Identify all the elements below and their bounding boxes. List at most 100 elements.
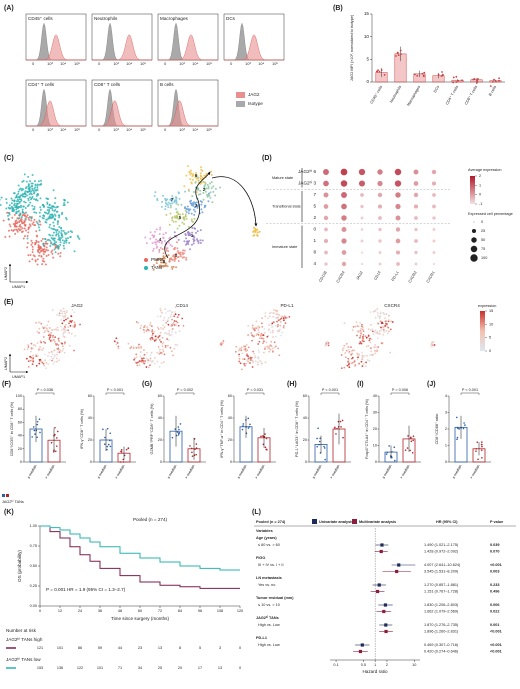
hr-marker — [375, 589, 380, 594]
feature-point — [153, 330, 156, 333]
feature-point — [378, 317, 381, 320]
y-tick-label: 0 — [366, 79, 369, 84]
umap-point — [18, 201, 21, 204]
feature-point — [376, 350, 378, 353]
x-tick-label: 10⁵ — [74, 128, 80, 132]
feature-point — [382, 312, 385, 315]
feature-point — [68, 322, 70, 325]
umap-point — [50, 251, 53, 254]
umap-point — [186, 205, 189, 208]
feature-point — [356, 358, 359, 361]
umap-point — [45, 255, 48, 258]
feature-point — [283, 319, 285, 322]
umap-point — [187, 243, 190, 246]
panel-label: (A) — [4, 5, 14, 12]
umap-point — [55, 234, 58, 237]
feature-point — [167, 317, 170, 320]
dot — [414, 73, 416, 76]
feature-point — [49, 359, 51, 361]
umap-point — [187, 233, 190, 236]
umap-point — [37, 246, 40, 249]
feature-point — [56, 353, 58, 356]
dot — [394, 168, 402, 176]
feature-point — [63, 328, 66, 331]
feature-point — [173, 320, 176, 322]
umap-point — [169, 243, 172, 246]
umap-point — [47, 238, 50, 241]
umap-point — [61, 239, 64, 242]
umap-point — [155, 243, 158, 246]
feature-point — [166, 310, 169, 313]
dot — [191, 451, 193, 454]
size-key-label: 100 — [481, 256, 487, 260]
feature-point — [164, 346, 167, 349]
umap-point — [61, 211, 64, 214]
umap-point — [178, 192, 181, 195]
group-label: > median — [329, 464, 340, 480]
feature-point — [264, 346, 267, 349]
umap-point — [188, 209, 191, 212]
feature-point — [360, 325, 363, 328]
feature-point — [170, 328, 173, 331]
feature-point — [153, 362, 156, 365]
dot — [109, 432, 112, 435]
panel-label: (E) — [4, 299, 13, 306]
feature-point — [237, 349, 240, 352]
feature-point — [168, 329, 171, 332]
umap-point — [159, 246, 162, 249]
feature-point — [35, 355, 38, 358]
umap-point — [38, 219, 41, 222]
feature-point — [249, 362, 251, 364]
feature-point — [147, 359, 150, 362]
feature-point — [140, 360, 143, 363]
feature-point — [138, 364, 141, 366]
feature-point — [274, 324, 277, 327]
dot — [414, 227, 418, 232]
feature-point — [251, 366, 254, 368]
feature-point — [270, 324, 273, 327]
umap-point — [52, 231, 55, 234]
feature-point — [253, 329, 256, 332]
feature-point — [143, 349, 145, 352]
p-text: 0.039 — [490, 543, 500, 547]
feature-point — [370, 324, 372, 326]
gene-label: CXCR1 — [426, 271, 436, 284]
histogram-title: CD45⁺ cells — [28, 16, 53, 21]
legend-label: Isotype — [248, 101, 263, 106]
feature-point — [368, 339, 371, 342]
umap-point — [67, 231, 70, 234]
dot — [475, 447, 478, 450]
feature-point — [384, 325, 387, 327]
feature-point — [265, 341, 268, 344]
umap-point — [168, 260, 171, 263]
umap-point — [45, 246, 48, 249]
umap-point — [13, 199, 16, 202]
feature-point — [170, 350, 173, 353]
feature-point — [62, 331, 65, 334]
x-tick-label: 0 — [32, 128, 34, 132]
survival-curve — [40, 525, 240, 589]
x-tick-label: 10⁴ — [126, 128, 132, 132]
dot — [33, 429, 36, 432]
umap-point — [192, 235, 195, 238]
umap-point — [11, 216, 14, 219]
umap-point — [189, 178, 192, 181]
umap-point — [49, 239, 52, 242]
risk-count: 3 — [219, 646, 221, 650]
umap-point — [193, 217, 196, 220]
feature-point — [276, 320, 278, 323]
umap-point — [202, 191, 205, 194]
umap-point — [207, 185, 210, 188]
panel-label: (K) — [4, 509, 14, 516]
feature-point — [242, 358, 245, 361]
feature-point — [161, 336, 164, 339]
feature-point — [268, 315, 271, 318]
umap-point — [184, 209, 187, 212]
umap-point — [44, 237, 47, 240]
umap-point — [71, 231, 74, 234]
umap-point — [35, 198, 38, 201]
row-label: 2 — [313, 215, 316, 220]
feature-point — [79, 323, 81, 326]
umap-point — [53, 217, 56, 220]
y-axis-label: CD8⁺/CD68⁺ ratio — [435, 414, 439, 445]
